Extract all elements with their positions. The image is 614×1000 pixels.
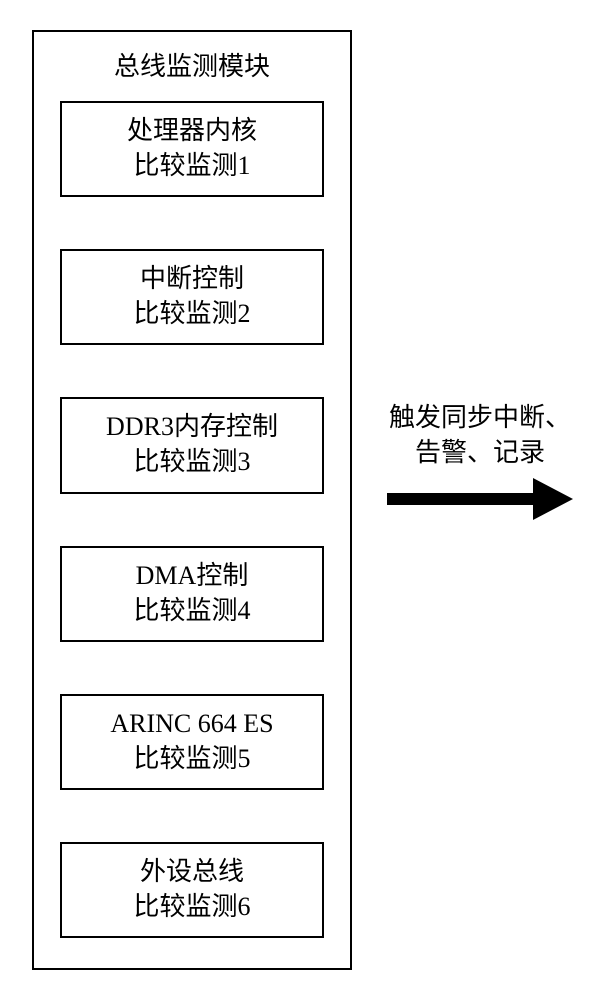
item-label-line2: 比较监测1 bbox=[133, 151, 250, 180]
arrow-label-line1: 触发同步中断、 bbox=[389, 403, 571, 432]
monitor-item-2: 中断控制 比较监测2 bbox=[60, 249, 324, 345]
item-label-line2: 比较监测5 bbox=[133, 744, 250, 773]
item-label-line1: ARINC 664 ES bbox=[110, 709, 273, 738]
arrow-label: 触发同步中断、 告警、记录 bbox=[360, 400, 600, 470]
item-label-line2: 比较监测2 bbox=[133, 299, 250, 328]
item-label-line2: 比较监测6 bbox=[133, 892, 250, 921]
bus-monitor-module: 总线监测模块 处理器内核 比较监测1 中断控制 比较监测2 DDR3内存控制 比… bbox=[32, 30, 352, 970]
item-label-line2: 比较监测3 bbox=[133, 447, 250, 476]
monitor-item-6: 外设总线 比较监测6 bbox=[60, 842, 324, 938]
item-label-line1: 处理器内核 bbox=[127, 116, 257, 145]
output-arrow-group: 触发同步中断、 告警、记录 bbox=[360, 400, 600, 522]
monitor-item-3: DDR3内存控制 比较监测3 bbox=[60, 397, 324, 493]
item-label-line1: DMA控制 bbox=[136, 561, 249, 590]
module-title: 总线监测模块 bbox=[114, 46, 270, 83]
item-label-line1: 外设总线 bbox=[140, 857, 244, 886]
item-label-line1: DDR3内存控制 bbox=[106, 412, 278, 441]
monitor-item-4: DMA控制 比较监测4 bbox=[60, 546, 324, 642]
arrow-label-line2: 告警、记录 bbox=[415, 438, 545, 467]
arrow-icon bbox=[385, 476, 575, 522]
monitor-item-5: ARINC 664 ES 比较监测5 bbox=[60, 694, 324, 790]
item-label-line1: 中断控制 bbox=[140, 264, 244, 293]
item-label-line2: 比较监测4 bbox=[133, 596, 250, 625]
monitor-item-1: 处理器内核 比较监测1 bbox=[60, 101, 324, 197]
